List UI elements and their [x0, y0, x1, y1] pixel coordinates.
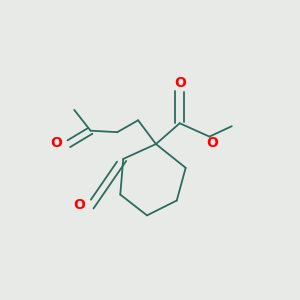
Text: O: O [50, 136, 62, 150]
Text: O: O [174, 76, 186, 90]
Text: O: O [206, 136, 218, 150]
Text: O: O [73, 198, 85, 212]
